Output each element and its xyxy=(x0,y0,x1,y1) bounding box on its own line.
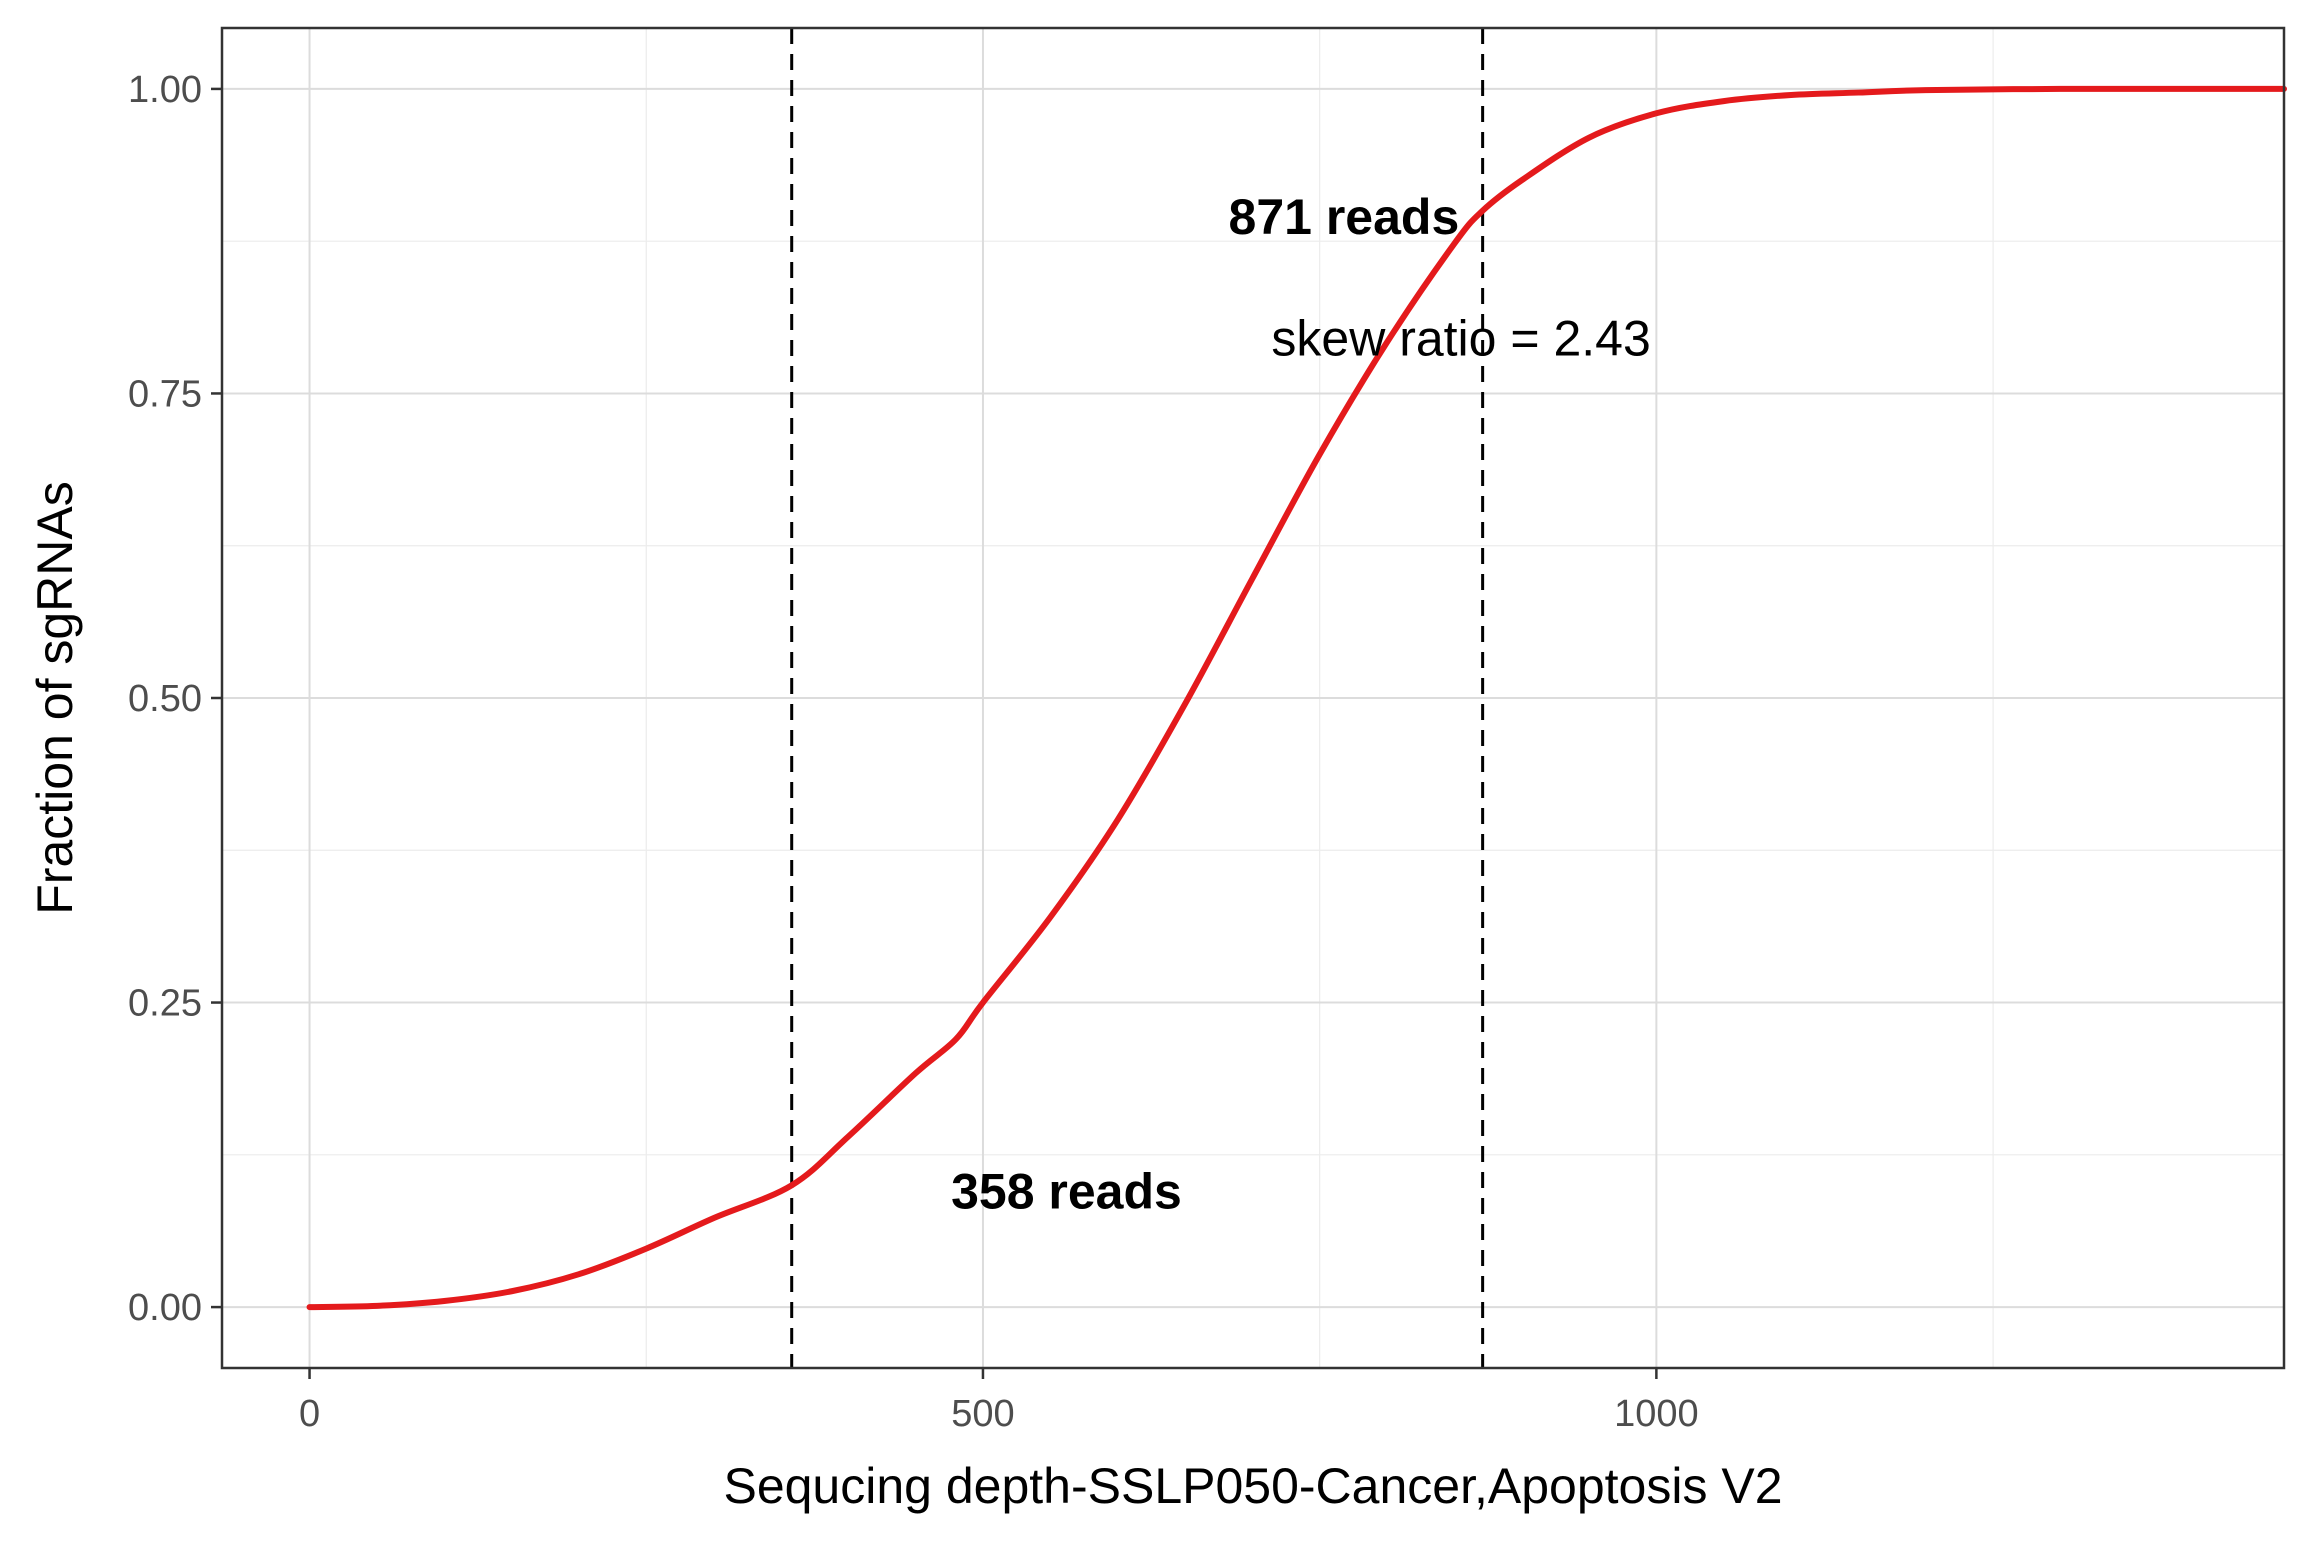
annotation-label: 358 reads xyxy=(951,1163,1182,1219)
x-tick-label: 0 xyxy=(299,1393,320,1435)
y-tick-label: 0.50 xyxy=(128,678,202,720)
y-axis-title: Fraction of sgRNAs xyxy=(27,481,83,914)
y-tick-label: 1.00 xyxy=(128,69,202,111)
grid-lines xyxy=(222,28,2284,1368)
annotations: 871 reads skew ratio = 2.43 358 reads xyxy=(951,189,1651,1220)
x-tick-label: 500 xyxy=(951,1393,1014,1435)
y-tick-label: 0.00 xyxy=(128,1287,202,1329)
annotation-label: 871 reads xyxy=(1229,189,1460,245)
series-layer xyxy=(306,85,2287,1311)
y-tick-label: 0.25 xyxy=(128,983,202,1025)
annotation-label: skew ratio = 2.43 xyxy=(1271,311,1650,367)
x-tick-label: 1000 xyxy=(1614,1393,1699,1435)
reference-lines xyxy=(790,28,1485,1368)
series-line xyxy=(306,85,2287,1311)
axes: 0 500 1000 0.00 0.25 0.50 0.75 1.00 xyxy=(128,69,1699,1435)
x-axis-title: Sequcing depth-SSLP050-Cancer,Apoptosis … xyxy=(723,1458,1782,1514)
y-tick-label: 0.75 xyxy=(128,373,202,415)
